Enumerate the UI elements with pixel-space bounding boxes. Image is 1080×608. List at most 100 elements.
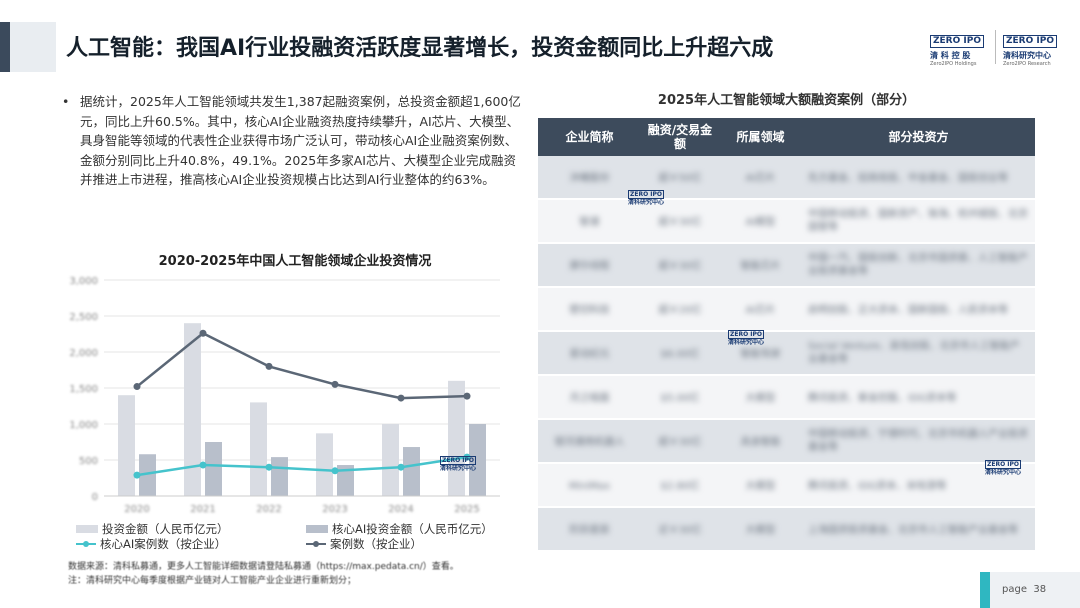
data-point bbox=[265, 463, 273, 471]
y-tick-label: 1,000 bbox=[69, 420, 98, 431]
col-header-company: 企业简称 bbox=[538, 118, 641, 156]
legend-swatch bbox=[306, 525, 328, 533]
data-point bbox=[199, 329, 207, 337]
table-header-row: 企业简称 融资/交易金额 所属领域 部分投资方 bbox=[538, 118, 1035, 156]
series-line-cases bbox=[136, 331, 468, 400]
cell-company: 月之暗面 bbox=[538, 375, 641, 420]
cell-amount: 超￥20亿 bbox=[641, 287, 719, 332]
data-point bbox=[331, 467, 339, 475]
bar-total-amount bbox=[118, 395, 135, 496]
legend-label: 核心AI案例数（按企业） bbox=[100, 537, 227, 551]
cell-sector: AI模型 bbox=[719, 199, 802, 244]
zero2ipo-watermark: ZERO IPO 清科研究中心 bbox=[985, 460, 1022, 476]
financing-cases-table: 企业简称 融资/交易金额 所属领域 部分投资方 沐曦股份 超￥50亿 AI芯片 先方基… bbox=[538, 118, 1035, 552]
cell-investors: 中国移动投资、宁德时代、北京市机器人产业投资基金等 bbox=[802, 419, 1035, 464]
chart-title: 2020-2025年中国人工智能领域企业投资情况 bbox=[158, 254, 432, 269]
cell-investors: 中国一汽、国投创新、北京市国资委、人工智能产业投资基金等 bbox=[802, 243, 1035, 288]
cell-investors: 中国移动投资、国新资产、珠海、杭州城投、北京国管等 bbox=[802, 199, 1035, 244]
table-row: 银河通用机器人 超￥30亿 具身智能 中国移动投资、宁德时代、北京市机器人产业投资基金… bbox=[538, 419, 1035, 464]
cell-company: 银河通用机器人 bbox=[538, 419, 641, 464]
zero2ipo-watermark: ZERO IPO 清科研究中心 bbox=[628, 190, 665, 206]
bullet-dot: • bbox=[62, 94, 70, 109]
zero2ipo-holdings-logo: ZERO IPO 清 科 控 股 Zero2IPO Holdings bbox=[930, 28, 984, 68]
cell-investors: 腾讯投资、IDG资本、米哈游等 bbox=[802, 463, 1035, 508]
table-title: 2025年人工智能领域大额融资案例（部分） bbox=[657, 93, 916, 108]
col-header-sector: 所属领域 bbox=[719, 118, 802, 156]
x-tick-label: 2021 bbox=[190, 504, 215, 515]
data-point bbox=[265, 362, 273, 370]
table-row: 月之暗面 $5.00亿 大模型 腾讯投资、紫金控股、IDG资本等 bbox=[538, 375, 1035, 420]
bar-core-amount bbox=[337, 465, 354, 496]
bar-total-amount bbox=[316, 433, 333, 496]
cell-investors: Social Venture、高瓴创投、北京市人工智能产业基金等 bbox=[802, 331, 1035, 376]
page-accent-bar bbox=[980, 572, 990, 608]
y-tick-label: 2,500 bbox=[69, 312, 98, 323]
cell-amount: 近￥30亿 bbox=[641, 507, 719, 552]
table-row: MiniMax $2.80亿 大模型 腾讯投资、IDG资本、米哈游等 bbox=[538, 463, 1035, 508]
bar-core-amount bbox=[205, 442, 222, 496]
page-number: page 38 bbox=[1002, 584, 1047, 595]
cell-amount: $5.00亿 bbox=[641, 375, 719, 420]
cell-company: 智谱 bbox=[538, 199, 641, 244]
cell-sector: 大模型 bbox=[719, 463, 802, 508]
x-tick-label: 2024 bbox=[388, 504, 413, 515]
page-title: 人工智能：我国AI行业投融资活跃度显著增长，投资金额同比上升超六成 bbox=[66, 36, 774, 61]
cell-investors: 先方基金、招商局投、中金基金、国投创业等 bbox=[802, 156, 1035, 200]
cell-investors: 腾讯投资、紫金控股、IDG资本等 bbox=[802, 375, 1035, 420]
legend-item-total-amount: 投资金额（人民币亿元） bbox=[76, 521, 229, 537]
cell-company: 阶跃星辰 bbox=[538, 507, 641, 552]
summary-paragraph: • 据统计，2025年人工智能领域共发生1,387起融资案例，总投资金额超1,6… bbox=[62, 92, 523, 190]
y-tick-label: 0 bbox=[92, 492, 98, 503]
data-point bbox=[463, 453, 471, 461]
bar-total-amount bbox=[250, 402, 267, 496]
zero2ipo-watermark: ZERO IPO 清科研究中心 bbox=[728, 330, 765, 346]
zero2ipo-watermark: ZERO IPO 清科研究中心 bbox=[440, 456, 477, 472]
cell-amount: 超￥30亿 bbox=[641, 419, 719, 464]
x-tick-label: 2025 bbox=[454, 504, 479, 515]
zero2ipo-research-logo: ZERO IPO 清科研究中心 Zero2IPO Research bbox=[1003, 28, 1057, 68]
table-row: 智谱 超￥30亿 AI模型 中国移动投资、国新资产、珠海、杭州城投、北京国管等 bbox=[538, 199, 1035, 244]
col-header-investors: 部分投资方 bbox=[802, 118, 1035, 156]
table-row: 沐曦股份 超￥50亿 AI芯片 先方基金、招商局投、中金基金、国投创业等 bbox=[538, 156, 1035, 200]
x-tick-label: 2023 bbox=[322, 504, 347, 515]
legend-label: 投资金额（人民币亿元） bbox=[102, 522, 229, 536]
table-row: 壁仞科技 超￥20亿 AI芯片 启明创投、正大资本、国新国投、人民资本等 bbox=[538, 287, 1035, 332]
cell-amount: 超￥30亿 bbox=[641, 199, 719, 244]
series-line-core-cases bbox=[136, 455, 468, 477]
col-header-amount: 融资/交易金额 bbox=[641, 118, 719, 156]
cell-company: 壁仞科技 bbox=[538, 287, 641, 332]
cell-company: MiniMax bbox=[538, 463, 641, 508]
cell-sector: 大模型 bbox=[719, 375, 802, 420]
cell-investors: 上海国资投资基金、北京市人工智能产业基金等 bbox=[802, 507, 1035, 552]
cell-sector: 大模型 bbox=[719, 507, 802, 552]
legend-swatch bbox=[76, 525, 98, 533]
cell-amount: 超￥30亿 bbox=[641, 243, 719, 288]
investment-chart: 0 500 1,000 1,500 2,000 2,500 3,000 2020 2021 202… bbox=[69, 276, 500, 515]
data-point bbox=[133, 471, 141, 479]
legend-label: 核心AI投资金额（人民币亿元） bbox=[332, 522, 493, 536]
table-row: 星动纪元 $6.00亿 智能驾驶 Social Venture、高瓴创投、北京市人工智… bbox=[538, 331, 1035, 376]
note-line: 注：清科研究中心每季度根据产业链对人工智能产业企业进行重新划分； bbox=[68, 576, 357, 586]
bar-core-amount bbox=[469, 424, 486, 496]
cell-company: 沐曦股份 bbox=[538, 156, 641, 200]
logo-divider bbox=[995, 30, 996, 64]
cell-company: 摩尔线程 bbox=[538, 243, 641, 288]
cell-amount: $2.80亿 bbox=[641, 463, 719, 508]
bar-total-amount bbox=[382, 424, 399, 496]
y-tick-label: 2,000 bbox=[69, 348, 98, 359]
cell-amount: 超￥50亿 bbox=[641, 156, 719, 200]
table-row: 阶跃星辰 近￥30亿 大模型 上海国资投资基金、北京市人工智能产业基金等 bbox=[538, 507, 1035, 552]
table-row: 摩尔线程 超￥30亿 智能芯片 中国一汽、国投创新、北京市国资委、人工智能产业投资基金… bbox=[538, 243, 1035, 288]
bar-core-amount bbox=[271, 457, 288, 496]
data-point bbox=[397, 463, 405, 471]
header: 人工智能：我国AI行业投融资活跃度显著增长，投资金额同比上升超六成 ZERO I… bbox=[0, 0, 1080, 80]
page-footer-panel bbox=[990, 572, 1080, 608]
legend-label: 案例数（按企业） bbox=[330, 537, 422, 551]
y-tick-label: 500 bbox=[79, 456, 98, 467]
y-tick-label: 3,000 bbox=[69, 276, 98, 287]
title-accent-panel bbox=[10, 22, 56, 72]
x-tick-label: 2022 bbox=[256, 504, 281, 515]
bar-core-amount bbox=[139, 454, 156, 496]
data-point bbox=[331, 380, 339, 388]
legend-item-cases: 案例数（按企业） bbox=[306, 536, 422, 552]
